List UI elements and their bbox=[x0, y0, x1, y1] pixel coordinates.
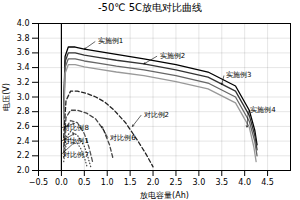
svg-text:2.8: 2.8 bbox=[17, 107, 30, 116]
svg-text:3.0: 3.0 bbox=[17, 93, 30, 102]
svg-text:1.0: 1.0 bbox=[101, 178, 114, 187]
html-text:-50℃ 5C放电对比曲线: -50℃ 5C放电对比曲线 bbox=[98, 2, 202, 13]
svg-text:2.6: 2.6 bbox=[17, 122, 30, 131]
svg-text:实施例2: 实施例2 bbox=[160, 52, 185, 60]
svg-text:−0.5: −0.5 bbox=[29, 178, 48, 187]
svg-text:对比例2: 对比例2 bbox=[144, 111, 169, 119]
svg-text:电压(V): 电压(V) bbox=[2, 83, 11, 111]
svg-text:对比例8: 对比例8 bbox=[63, 124, 88, 132]
svg-text:实施例1: 实施例1 bbox=[98, 37, 123, 45]
svg-text:2.4: 2.4 bbox=[17, 137, 30, 146]
svg-text:3.6: 3.6 bbox=[17, 48, 30, 57]
svg-text:0.0: 0.0 bbox=[55, 178, 68, 187]
svg-text:2.2: 2.2 bbox=[17, 151, 30, 160]
svg-text:1.5: 1.5 bbox=[124, 178, 137, 187]
svg-text:3.4: 3.4 bbox=[17, 63, 30, 72]
svg-text:放电容量(Ah): 放电容量(Ah) bbox=[140, 191, 189, 200]
svg-text:对比例1: 对比例1 bbox=[63, 137, 88, 145]
svg-text:3.2: 3.2 bbox=[17, 78, 30, 87]
svg-text:0.5: 0.5 bbox=[78, 178, 91, 187]
svg-text:对比例6: 对比例6 bbox=[110, 134, 136, 142]
svg-text:2.0: 2.0 bbox=[17, 166, 30, 175]
svg-text:实施例4: 实施例4 bbox=[250, 106, 276, 114]
svg-text:4.0: 4.0 bbox=[238, 178, 251, 187]
svg-text:3.8: 3.8 bbox=[17, 34, 30, 43]
svg-text:实施例3: 实施例3 bbox=[226, 71, 251, 79]
svg-text:2.5: 2.5 bbox=[170, 178, 183, 187]
svg-text:4.5: 4.5 bbox=[261, 178, 274, 187]
svg-text:3.0: 3.0 bbox=[192, 178, 205, 187]
svg-text:对比例7: 对比例7 bbox=[63, 151, 88, 159]
svg-text:3.5: 3.5 bbox=[215, 178, 228, 187]
svg-text:2.0: 2.0 bbox=[147, 178, 160, 187]
svg-text:4.0: 4.0 bbox=[17, 19, 30, 28]
